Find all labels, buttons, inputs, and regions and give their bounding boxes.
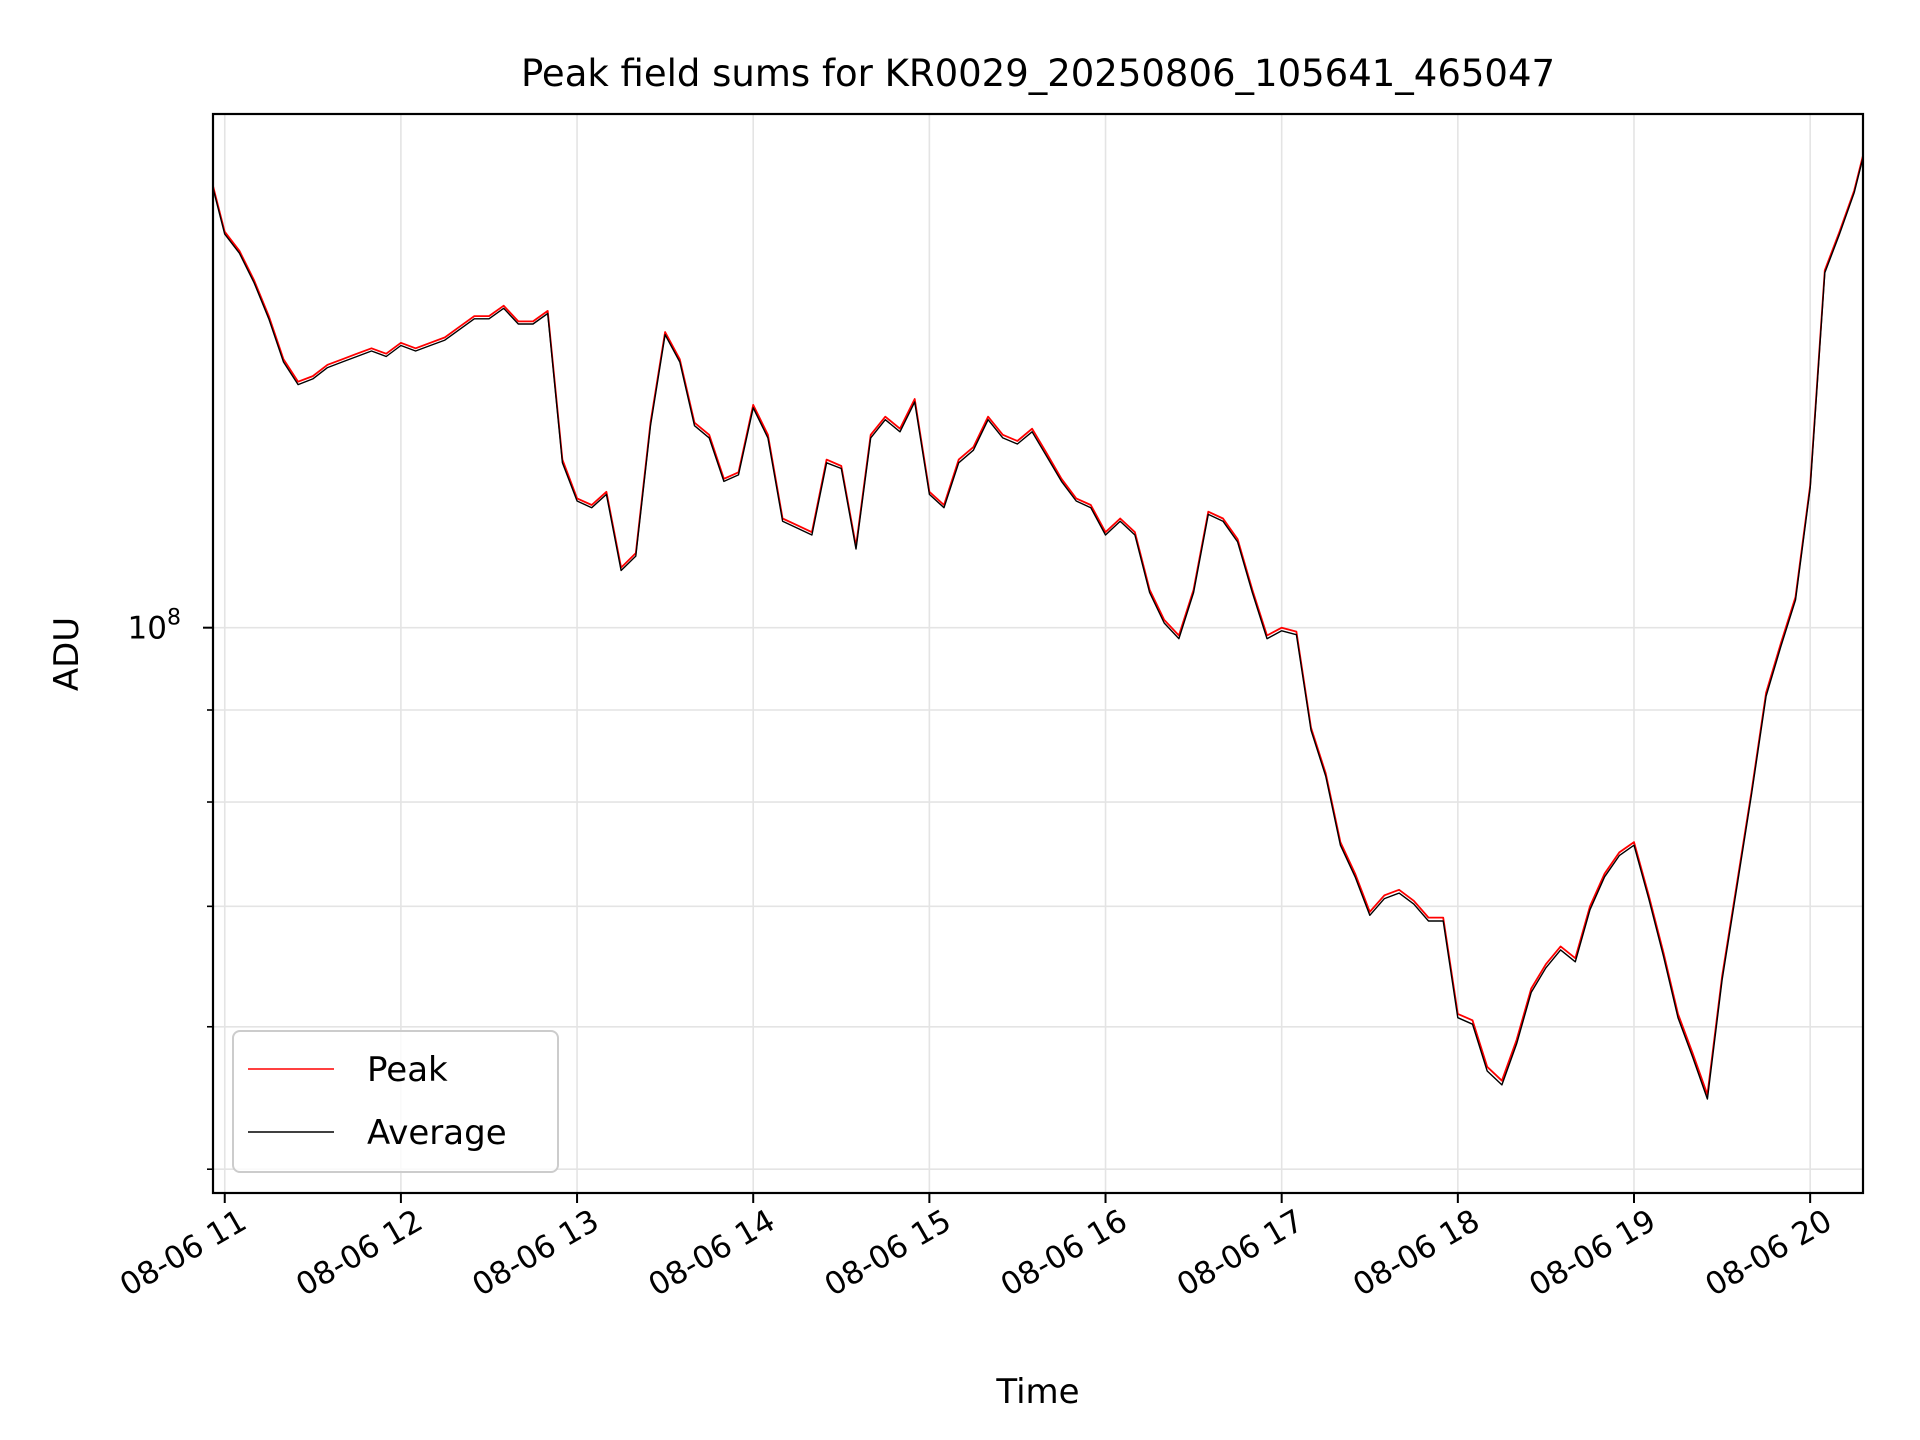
legend-label-peak: Peak	[367, 1050, 448, 1090]
series-line-average	[212, 157, 1864, 1100]
y-tick-label: 108	[128, 606, 181, 647]
chart-title: Peak field sums for KR0029_20250806_1056…	[521, 52, 1555, 95]
grid-lines	[213, 114, 1863, 1193]
legend-box	[232, 1030, 559, 1173]
legend: Peak Average	[232, 1030, 559, 1173]
series-lines	[212, 155, 1864, 1100]
x-axis-label: Time	[995, 1372, 1079, 1412]
y-axis-label: ADU	[47, 617, 87, 691]
plot-area-frame	[211, 112, 1865, 1195]
series-line-peak	[212, 155, 1864, 1096]
legend-label-average: Average	[367, 1113, 507, 1153]
